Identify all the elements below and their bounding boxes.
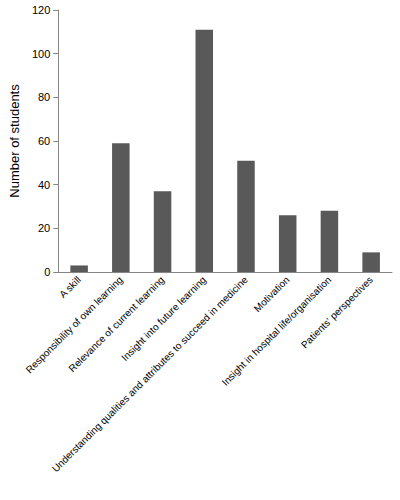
svg-text:Insight in hospital life/organ: Insight in hospital life/organisation xyxy=(219,274,334,388)
svg-text:100: 100 xyxy=(32,48,50,60)
svg-text:Patients' perspectives: Patients' perspectives xyxy=(299,274,375,350)
svg-text:Responsibility of own learning: Responsibility of own learning xyxy=(23,274,125,376)
svg-text:Motivation: Motivation xyxy=(252,274,292,314)
svg-text:20: 20 xyxy=(38,222,50,234)
svg-text:0: 0 xyxy=(44,266,50,278)
svg-text:Number of students: Number of students xyxy=(7,84,22,198)
svg-text:A skill: A skill xyxy=(57,274,83,300)
svg-text:60: 60 xyxy=(38,135,50,147)
svg-text:120: 120 xyxy=(32,4,50,16)
svg-text:Understanding qualities and at: Understanding qualities and attributes t… xyxy=(50,274,250,474)
svg-text:80: 80 xyxy=(38,91,50,103)
svg-text:Insight into future learning: Insight into future learning xyxy=(119,274,208,363)
svg-text:40: 40 xyxy=(38,179,50,191)
svg-text:Relevance of current learning: Relevance of current learning xyxy=(66,274,167,375)
